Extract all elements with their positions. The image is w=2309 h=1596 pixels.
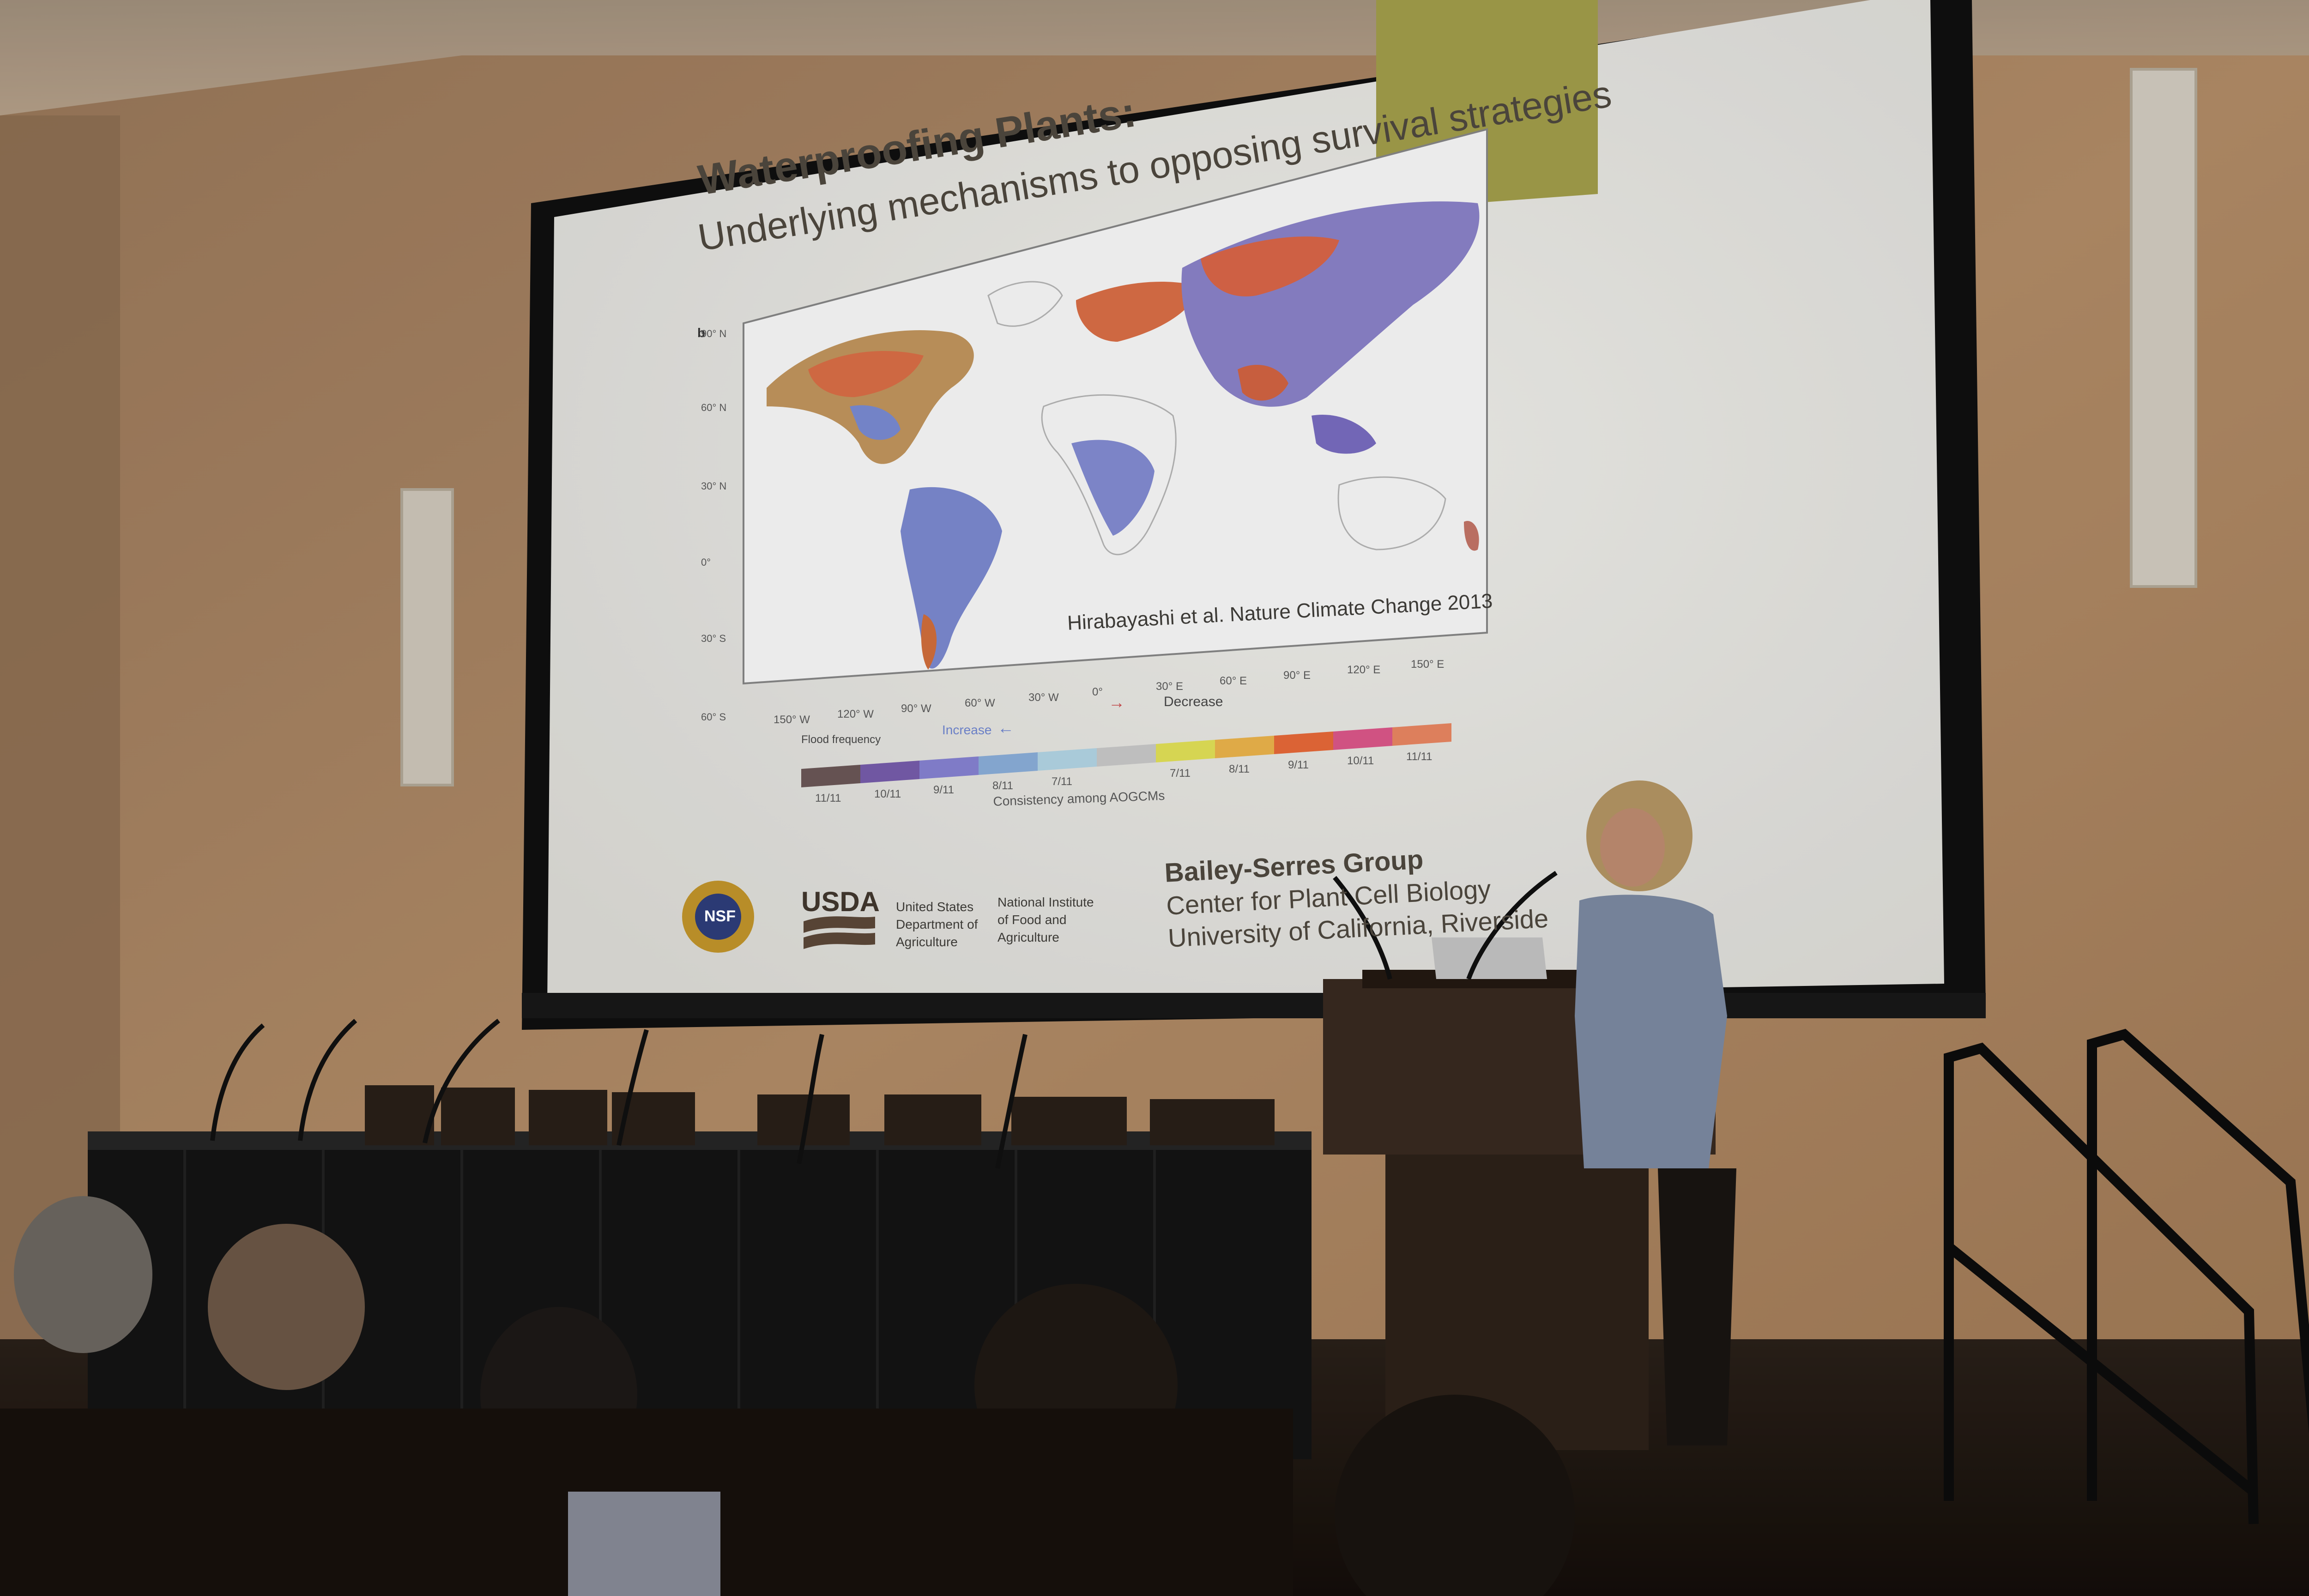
usda-logo-swoosh (804, 916, 875, 933)
legend-swatch (1038, 748, 1097, 771)
audience-head (1335, 1395, 1575, 1596)
north-america-red (808, 351, 924, 397)
flood-frequency-legend (801, 723, 1451, 787)
world-map (767, 201, 1480, 670)
usda-logo (804, 916, 875, 949)
microphone (298, 1019, 357, 1141)
continent-europe (1076, 282, 1201, 342)
speaker-person (1575, 780, 1736, 1445)
asia-red-south (1238, 365, 1288, 401)
wall-sconce-left (400, 488, 454, 786)
continent-australia (1337, 476, 1446, 550)
chair (884, 1094, 981, 1145)
screen-bottom-bar (522, 993, 1986, 1018)
chair (1150, 1099, 1275, 1145)
legend-swatch (1215, 736, 1274, 758)
chair (1011, 1097, 1127, 1145)
podium-microphone (1466, 871, 1558, 980)
continent-north-america (767, 330, 974, 464)
chair (441, 1088, 515, 1145)
legend-swatch (801, 765, 860, 787)
nsf-logo-globe (695, 894, 741, 940)
railing (2087, 1028, 2309, 1501)
speaker-face (1600, 808, 1665, 887)
microphone (423, 1019, 501, 1144)
legend-swatch (979, 752, 1038, 775)
nsf-logo (682, 881, 754, 953)
continent-southeast-asia (1312, 415, 1376, 454)
south-america-red (921, 614, 937, 670)
legend-swatch (1333, 727, 1392, 750)
legend-swatch (1392, 723, 1451, 746)
usda-logo-swoosh-lower (804, 932, 875, 949)
legend-swatch (1097, 744, 1156, 767)
audience-head (208, 1224, 365, 1390)
speaker-torso (1575, 895, 1727, 1168)
speaker-legs (1658, 1168, 1736, 1445)
laptop (1432, 937, 1547, 979)
continent-greenland (987, 281, 1063, 327)
microphone (995, 1034, 1028, 1169)
legend-swatch (860, 761, 919, 783)
chair (529, 1090, 607, 1145)
audience-shirt (568, 1492, 720, 1596)
microphone (210, 1023, 265, 1141)
table-microphones (210, 1019, 1028, 1169)
stage-stair-railings (1944, 1028, 2309, 1524)
microphone (797, 1034, 824, 1164)
podium-microphone (1333, 876, 1392, 980)
legend-swatch (1156, 740, 1215, 762)
continent-new-zealand (1464, 521, 1479, 551)
audience (0, 1196, 1575, 1596)
audience-head (14, 1196, 152, 1353)
legend-swatch (1274, 732, 1333, 754)
africa-blue (1071, 440, 1154, 536)
asia-red (1201, 236, 1339, 296)
microphone (617, 1029, 649, 1146)
wall-sconce-right (2130, 68, 2197, 588)
railing (1944, 1042, 2259, 1524)
panel-chairs (365, 1085, 1275, 1145)
chair (365, 1085, 434, 1145)
north-america-blue (850, 405, 901, 440)
legend-swatch (919, 756, 979, 779)
